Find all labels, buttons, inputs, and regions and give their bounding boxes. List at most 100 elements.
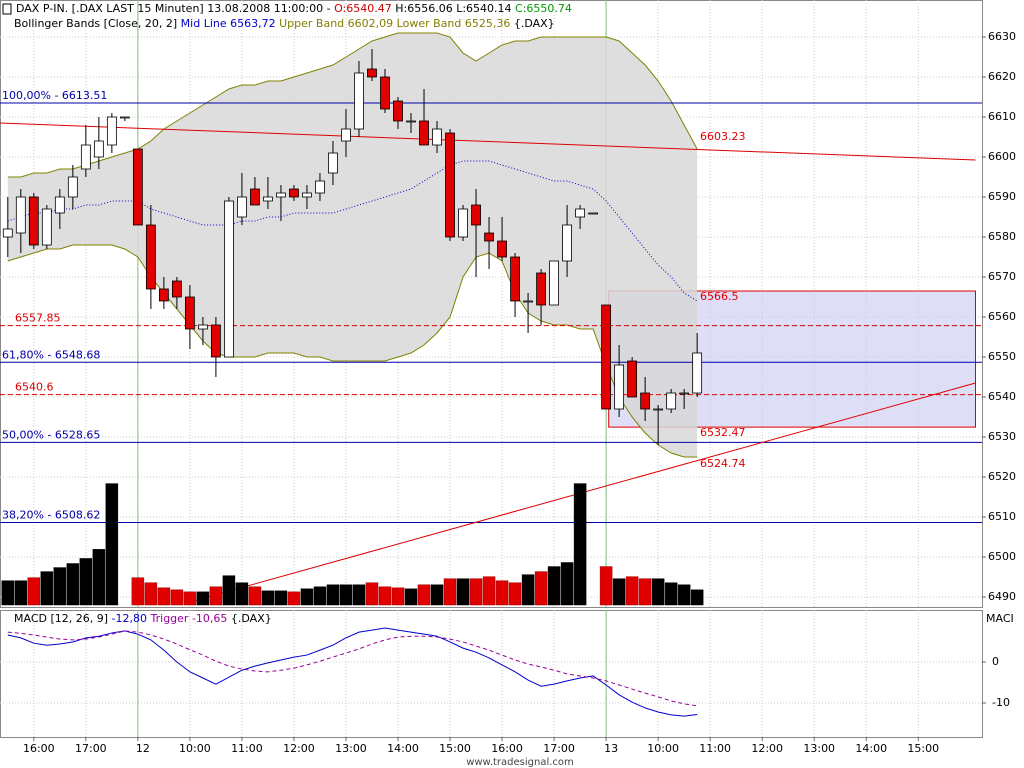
volume-bar: [690, 589, 704, 606]
candle-body: [145, 224, 156, 290]
candle-body: [184, 296, 195, 330]
footer: www.tradesignal.com: [466, 757, 574, 768]
volume-bar: [495, 580, 509, 606]
candle-body: [158, 288, 169, 302]
candle-body: [601, 304, 612, 410]
header-part: {.DAX}: [227, 612, 271, 625]
box-label: 6566.5: [700, 290, 739, 303]
volume-bar: [27, 577, 41, 606]
volume-bar: [40, 571, 54, 606]
candle-body: [471, 204, 481, 226]
candle-body: [224, 200, 234, 358]
volume-bar: [274, 590, 288, 606]
candle-body: [198, 324, 208, 330]
candle-body: [250, 188, 260, 206]
candle-body: [315, 180, 325, 194]
candle-body: [15, 196, 26, 234]
volume-bar: [430, 584, 444, 606]
header-part: {.DAX}: [510, 17, 554, 30]
volume-bar: [300, 588, 314, 606]
header-icon: [2, 3, 12, 15]
fib-label: 61,80% - 6548.68: [2, 348, 100, 361]
volume-bar: [196, 591, 210, 606]
volume-bar: [599, 566, 613, 606]
candle-body: [406, 120, 416, 123]
volume-bar: [378, 586, 392, 606]
y-tick-label: 6520: [988, 470, 1016, 483]
header-part: MACD [12, 26, 9]: [14, 612, 108, 625]
chart-layer: 6490 6500 6510 6520 6530 6540 6550 6560 6570 6580…: [0, 0, 1016, 755]
price-annotation: 6524.74: [700, 457, 746, 470]
x-tick-label: 10:00: [647, 742, 679, 755]
candle-body: [354, 72, 364, 130]
x-tick-label: 12:00: [283, 742, 315, 755]
volume-bar: [248, 586, 262, 606]
y-tick-label: 6560: [988, 310, 1016, 323]
volume-bar: [456, 578, 470, 606]
x-tick-label: 13:00: [335, 742, 367, 755]
candle-body: [263, 196, 273, 202]
y-tick-label: 6630: [988, 30, 1016, 43]
candle-body: [237, 196, 247, 218]
candle-body: [497, 240, 507, 258]
volume-bar: [144, 582, 158, 606]
candle-body: [367, 68, 377, 78]
x-tick-label: 14:00: [855, 742, 887, 755]
candle-body: [575, 208, 585, 218]
candle-body: [393, 100, 403, 122]
y-tick-label: 6500: [988, 550, 1016, 563]
volume-bar: [53, 567, 67, 606]
volume-bar: [417, 584, 431, 606]
volume-bar: [1, 580, 15, 606]
volume-bar: [612, 578, 626, 606]
x-tick-label: 17:00: [543, 742, 575, 755]
volume-bar: [352, 584, 366, 606]
y-tick-label: 6570: [988, 270, 1016, 283]
y-tick-label: 6590: [988, 190, 1016, 203]
header-part: Upper Band 6602,09: [276, 17, 394, 30]
candle-body: [106, 116, 117, 146]
box-label: 6532.47: [700, 426, 746, 439]
candle-body: [653, 408, 664, 411]
volume-bar: [365, 582, 379, 606]
x-tick-label: 15:00: [439, 742, 471, 755]
volume-bar: [105, 483, 119, 606]
volume-bar: [508, 582, 522, 606]
volume-bar: [209, 586, 223, 606]
candle-body: [341, 128, 351, 142]
x-tick-label: 14:00: [387, 742, 419, 755]
fib-label: 100,00% - 6613.51: [2, 89, 107, 102]
macd-side-label: MACI: [986, 612, 1014, 625]
candle-body: [432, 128, 442, 146]
candle-body: [692, 352, 703, 394]
header-part: -12,80: [108, 612, 147, 625]
x-tick-label: 11:00: [231, 742, 263, 755]
header-part: Bollinger Bands [Close, 20, 2]: [14, 17, 177, 30]
header-part: Trigger -10,65: [147, 612, 227, 625]
candle-body: [67, 176, 78, 198]
header-part: Lower Band 6525,36: [393, 17, 510, 30]
y-tick-label: 6490: [988, 590, 1016, 603]
candle-body: [80, 144, 91, 170]
volume-bar: [547, 566, 561, 606]
volume-bar: [482, 576, 496, 606]
candle-body: [328, 152, 338, 174]
candle-body: [28, 196, 39, 246]
candle-body: [93, 140, 104, 158]
y-tick-label: 0: [992, 655, 999, 668]
x-tick-label: 12: [136, 742, 150, 755]
volume-bar: [664, 582, 678, 606]
x-tick-label: 16:00: [491, 742, 523, 755]
header-part: Mid Line 6563,72: [177, 17, 275, 30]
volume-bar: [157, 587, 171, 606]
trend-line: [0, 122, 976, 161]
band-upper: [7, 32, 698, 178]
candle-body: [380, 76, 390, 110]
volume-bar: [287, 591, 301, 606]
volume-bar: [404, 588, 418, 606]
candle-body: [445, 132, 455, 238]
candle-body: [41, 208, 52, 246]
x-tick-label: 13:00: [803, 742, 835, 755]
y-tick-label: 6510: [988, 510, 1016, 523]
candle-body: [588, 212, 599, 215]
